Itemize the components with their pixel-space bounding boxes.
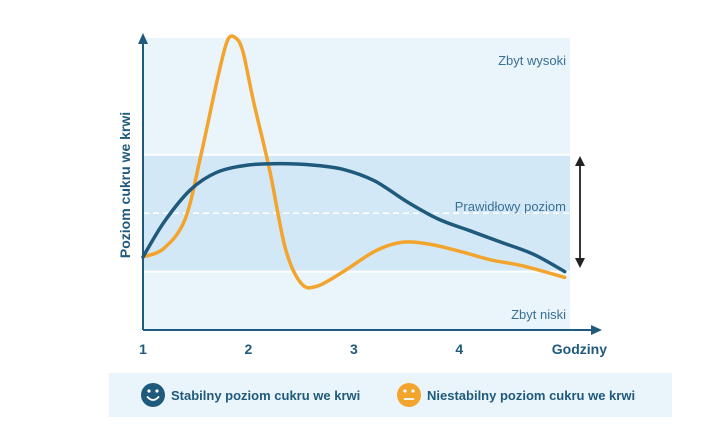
zone-bands [143, 38, 570, 330]
series-lines [141, 34, 567, 290]
series-line-stable [141, 161, 567, 274]
legend-label-stable: Stabilny poziom cukru we krwi [171, 388, 360, 403]
x-axis-arrowhead [591, 325, 602, 335]
zone-band-2 [143, 271, 570, 330]
legend: Stabilny poziom cukru we krwi Niestabiln… [109, 373, 672, 417]
y-axis-title: Poziom cukru we krwi [117, 112, 133, 258]
happy-face-icon [141, 383, 165, 407]
range-arrow-bottom-head [575, 258, 585, 268]
y-axis-arrowhead [138, 33, 148, 44]
zone-label-2: Zbyt niski [511, 307, 566, 322]
x-tick-label-1: 1 [139, 341, 147, 357]
zone-labels: Zbyt wysoki Prawidłowy poziom Zbyt niski [455, 53, 566, 322]
x-tick-labels: 1 2 3 4 [139, 341, 463, 357]
normal-range-arrow [575, 156, 585, 268]
legend-item-unstable: Niestabilny poziom cukru we krwi [397, 383, 635, 407]
x-tick-label-3: 3 [350, 341, 358, 357]
zone-label-0: Zbyt wysoki [498, 53, 566, 68]
x-tick-label-2: 2 [245, 341, 253, 357]
range-arrow-top-head [575, 156, 585, 166]
x-axis-title: Godziny [552, 341, 607, 357]
x-tick-label-4: 4 [455, 341, 463, 357]
legend-item-stable: Stabilny poziom cukru we krwi [141, 383, 360, 407]
zone-label-1: Prawidłowy poziom [455, 199, 566, 214]
axes [138, 33, 602, 335]
legend-background [109, 373, 672, 417]
series-line-unstable [141, 34, 567, 290]
legend-label-unstable: Niestabilny poziom cukru we krwi [427, 388, 635, 403]
neutral-face-icon [397, 383, 421, 407]
